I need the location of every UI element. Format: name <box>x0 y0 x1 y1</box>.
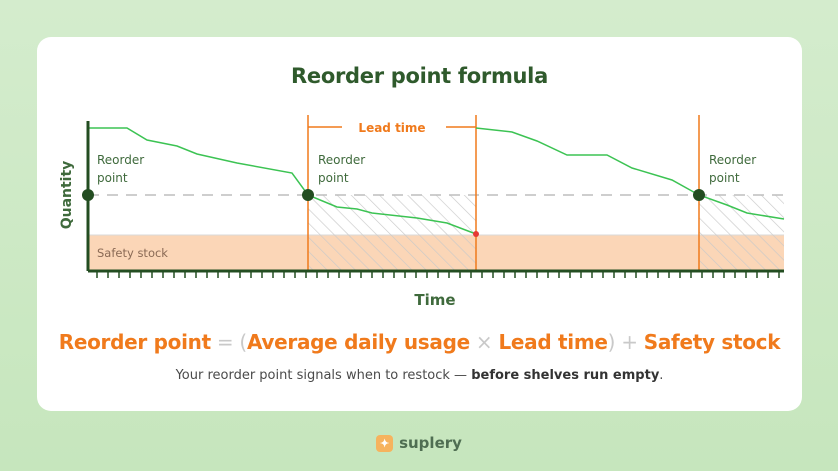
formula-reorder-point: Reorder point <box>58 330 211 354</box>
x-axis-label: Time <box>414 291 455 309</box>
lead-time-hatch-2 <box>699 195 784 271</box>
formula-close-paren: ) <box>607 330 616 354</box>
reorder-point-label-3-line2: point <box>709 171 740 185</box>
caption: Your reorder point signals when to resto… <box>37 368 802 383</box>
reorder-point-label-1-line2: point <box>97 171 128 185</box>
y-axis-label: Quantity <box>59 161 75 230</box>
formula-average-daily-usage: Average daily usage <box>246 330 470 354</box>
lead-time-hatch-1 <box>308 195 476 271</box>
stock-level-line-1 <box>88 127 477 235</box>
reorder-point-label-2-line1: Reorder <box>318 153 365 167</box>
brand: ✦ suplery <box>0 434 838 452</box>
page-title: Reorder point formula <box>291 64 548 88</box>
stock-level-line-2 <box>475 127 785 220</box>
safety-stock-label: Safety stock <box>97 246 168 260</box>
reorder-point-marker-3 <box>693 189 705 201</box>
reorder-point-marker-1 <box>82 189 94 201</box>
formula-times: × <box>469 330 499 354</box>
reorder-point-diagram: Lead time Reorder point Reorder point Re… <box>59 115 785 309</box>
caption-end: . <box>659 368 664 383</box>
formula: Reorder point = (Average daily usage × L… <box>37 330 802 354</box>
reorder-point-label-2-line2: point <box>318 171 349 185</box>
reorder-point-label-1-line1: Reorder <box>97 153 144 167</box>
formula-safety-stock: Safety stock <box>643 330 781 354</box>
formula-equals: = <box>210 330 240 354</box>
stock-low-marker <box>473 231 479 237</box>
infographic-card: Reorder point formula Lead time <box>37 37 802 411</box>
caption-text: Your reorder point signals when to resto… <box>175 368 472 383</box>
x-axis-ticks <box>96 272 780 278</box>
formula-plus: + <box>615 330 644 354</box>
lead-time-label: Lead time <box>358 121 425 135</box>
formula-open-paren: ( <box>239 330 247 354</box>
brand-name: suplery <box>399 434 462 452</box>
suplery-logo-icon: ✦ <box>376 434 394 452</box>
formula-lead-time: Lead time <box>498 330 608 354</box>
caption-bold: before shelves run empty <box>471 368 660 383</box>
reorder-point-marker-2 <box>302 189 314 201</box>
reorder-point-label-3-line1: Reorder <box>709 153 756 167</box>
